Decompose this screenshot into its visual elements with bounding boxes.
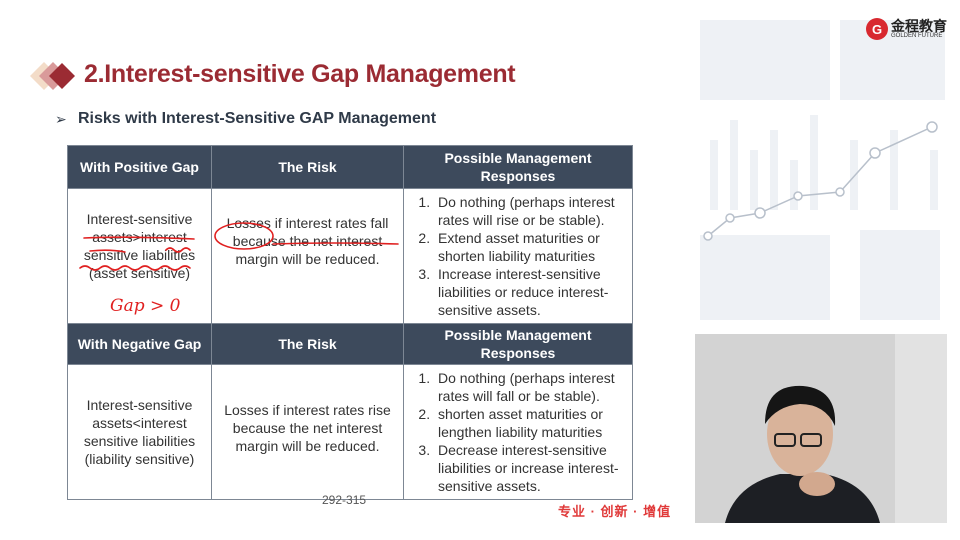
- response-item: Increase interest-sensitive liabilities …: [434, 265, 626, 319]
- header-cell: Possible Management Responses: [403, 323, 633, 365]
- logo: G 金程教育 GOLDEN FUTURE: [866, 18, 947, 40]
- table-row: Interest-sensitive assets>interest sensi…: [67, 188, 633, 324]
- page-reference: 292-315: [322, 493, 367, 507]
- header-cell: The Risk: [211, 323, 404, 365]
- table-row: Interest-sensitive assets<interest sensi…: [67, 364, 633, 500]
- logo-text: 金程教育: [891, 18, 947, 34]
- responses-cell: Do nothing (perhaps interest rates will …: [403, 364, 633, 500]
- response-item: Do nothing (perhaps interest rates will …: [434, 369, 626, 405]
- header-cell: With Positive Gap: [67, 145, 212, 189]
- decorative-line: [707, 126, 933, 237]
- response-item: Do nothing (perhaps interest rates will …: [434, 193, 626, 229]
- title-diamond-icon: [30, 62, 75, 90]
- logo-subtext: GOLDEN FUTURE: [891, 33, 943, 39]
- response-item: Decrease interest-sensitive liabilities …: [434, 441, 626, 495]
- slogan: 专业 · 创新 · 增值: [558, 504, 672, 519]
- condition-cell: Interest-sensitive assets<interest sensi…: [67, 364, 212, 500]
- table-header-row: With Negative Gap The Risk Possible Mana…: [67, 323, 633, 365]
- header-cell: With Negative Gap: [67, 323, 212, 365]
- slide-title: 2.Interest-sensitive Gap Management: [84, 60, 516, 88]
- risk-cell: Losses if interest rates fall because th…: [211, 188, 404, 324]
- gap-risk-table: With Positive Gap The Risk Possible Mana…: [67, 145, 633, 500]
- presenter-figure: [695, 334, 947, 523]
- table-header-row: With Positive Gap The Risk Possible Mana…: [67, 145, 633, 189]
- header-cell: Possible Management Responses: [403, 145, 633, 189]
- decorative-background-chart: [700, 20, 945, 320]
- bullet-arrow-icon: ➢: [55, 111, 67, 127]
- webcam-video: [695, 334, 947, 523]
- slide-subtitle: Risks with Interest-Sensitive GAP Manage…: [78, 110, 437, 127]
- logo-mark-icon: G: [866, 18, 888, 40]
- responses-cell: Do nothing (perhaps interest rates will …: [403, 188, 633, 324]
- response-item: Extend asset maturities or shorten liabi…: [434, 229, 626, 265]
- risk-cell: Losses if interest rates rise because th…: [211, 364, 404, 500]
- condition-cell: Interest-sensitive assets>interest sensi…: [67, 188, 212, 324]
- header-cell: The Risk: [211, 145, 404, 189]
- response-item: shorten asset maturities or lengthen lia…: [434, 405, 626, 441]
